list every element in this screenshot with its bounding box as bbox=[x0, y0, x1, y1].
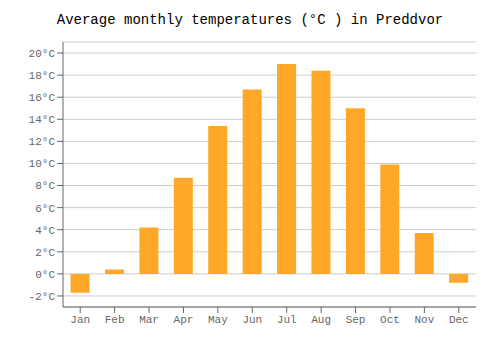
svg-text:May: May bbox=[208, 314, 228, 326]
svg-text:Dec: Dec bbox=[449, 314, 469, 326]
html-text:Average monthly temperatures (: Average monthly temperatures (°C ) in Pr… bbox=[56, 12, 444, 28]
svg-text:6°C: 6°C bbox=[35, 203, 55, 215]
svg-text:Mar: Mar bbox=[139, 314, 159, 326]
svg-text:16°C: 16°C bbox=[29, 92, 56, 104]
svg-text:Jan: Jan bbox=[70, 314, 90, 326]
svg-text:Sep: Sep bbox=[346, 314, 366, 326]
svg-text:Feb: Feb bbox=[105, 314, 125, 326]
svg-text:-2°C: -2°C bbox=[29, 291, 56, 303]
svg-text:4°C: 4°C bbox=[35, 225, 55, 237]
svg-text:10°C: 10°C bbox=[29, 158, 56, 170]
svg-text:8°C: 8°C bbox=[35, 180, 55, 192]
svg-text:20°C: 20°C bbox=[29, 48, 56, 60]
svg-text:Jul: Jul bbox=[277, 314, 297, 326]
svg-text:2°C: 2°C bbox=[35, 247, 55, 259]
svg-text:Oct: Oct bbox=[380, 314, 400, 326]
svg-text:Jun: Jun bbox=[242, 314, 262, 326]
svg-text:12°C: 12°C bbox=[29, 136, 56, 148]
svg-text:Aug: Aug bbox=[311, 314, 331, 326]
svg-text:Nov: Nov bbox=[414, 314, 434, 326]
svg-text:0°C: 0°C bbox=[35, 269, 55, 281]
svg-text:14°C: 14°C bbox=[29, 114, 56, 126]
svg-text:18°C: 18°C bbox=[29, 70, 56, 82]
svg-text:Apr: Apr bbox=[174, 314, 194, 326]
